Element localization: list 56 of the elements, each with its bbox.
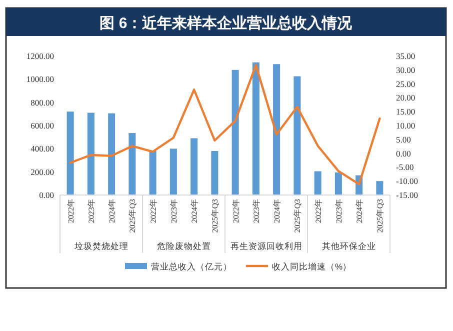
y-tick-label: 0.00: [39, 190, 54, 200]
y-tick-label: 1000.00: [26, 74, 54, 84]
bar: [87, 112, 94, 195]
bar: [149, 150, 156, 195]
y2-tick-label: -10.00: [396, 176, 418, 186]
x-tick-label: 2024年: [190, 199, 200, 223]
x-tick-label: 2023年: [334, 199, 344, 223]
legend-label: 收入同比增速（%）: [272, 262, 352, 272]
y2-tick-label: 0.00: [396, 148, 411, 158]
y2-tick-label: 30.00: [396, 64, 416, 75]
y2-tick-label: 10.00: [396, 120, 416, 130]
x-tick-label: 2025年Q3: [128, 199, 138, 233]
bar: [211, 150, 218, 195]
text: 再生资源回收利用: [230, 241, 302, 251]
text: 危险废物处置: [156, 241, 211, 251]
bar: [252, 62, 260, 195]
legend-label: 营业总收入（亿元）: [151, 262, 232, 272]
y2-tick-label: -15.00: [396, 190, 418, 200]
bar: [66, 112, 74, 195]
x-tick-label: 2023年: [86, 199, 96, 223]
bar: [190, 138, 198, 195]
x-tick-label: 2025年Q3: [210, 199, 220, 233]
x-tick-label: 2024年: [108, 199, 117, 223]
y2-tick-label: 25.00: [396, 78, 416, 89]
x-tick-label: 2024年: [272, 199, 282, 223]
y-tick-label: 800.00: [30, 97, 54, 108]
y-tick-label: 200.00: [30, 166, 54, 177]
bar: [232, 70, 239, 195]
x-tick-label: 2023年: [252, 199, 261, 223]
y2-tick-label: 35.00: [396, 51, 416, 61]
bar: [334, 172, 342, 195]
x-tick-label: 2025年Q3: [376, 199, 385, 233]
y2-tick-label: 20.00: [396, 92, 416, 103]
chart-title: 图 6：近年来样本企业营业总收入情况: [100, 15, 354, 32]
bar: [128, 133, 136, 195]
bar: [273, 64, 280, 195]
y-tick-label: 400.00: [30, 144, 54, 154]
bar: [376, 181, 384, 195]
y2-tick-label: -5.00: [396, 162, 414, 172]
x-tick-label: 2022年: [231, 199, 240, 223]
x-tick-label: 2023年: [169, 199, 178, 223]
x-tick-label: 2025年Q3: [293, 199, 302, 233]
y-tick-label: 600.00: [30, 120, 54, 130]
bar: [294, 76, 301, 195]
y-tick-label: 1200.00: [26, 51, 54, 61]
x-tick-label: 2022年: [148, 199, 158, 223]
bar: [314, 171, 322, 195]
y2-tick-label: 15.00: [396, 106, 416, 117]
x-tick-label: 2022年: [314, 199, 323, 223]
text: 其他环保企业: [322, 241, 376, 251]
text: 垃圾焚烧处理: [73, 241, 128, 251]
x-tick-label: 2024年: [355, 199, 364, 223]
bar: [108, 113, 116, 195]
x-tick-label: 2022年: [66, 199, 76, 223]
bar: [170, 148, 177, 195]
y2-tick-label: 5.00: [396, 134, 411, 144]
